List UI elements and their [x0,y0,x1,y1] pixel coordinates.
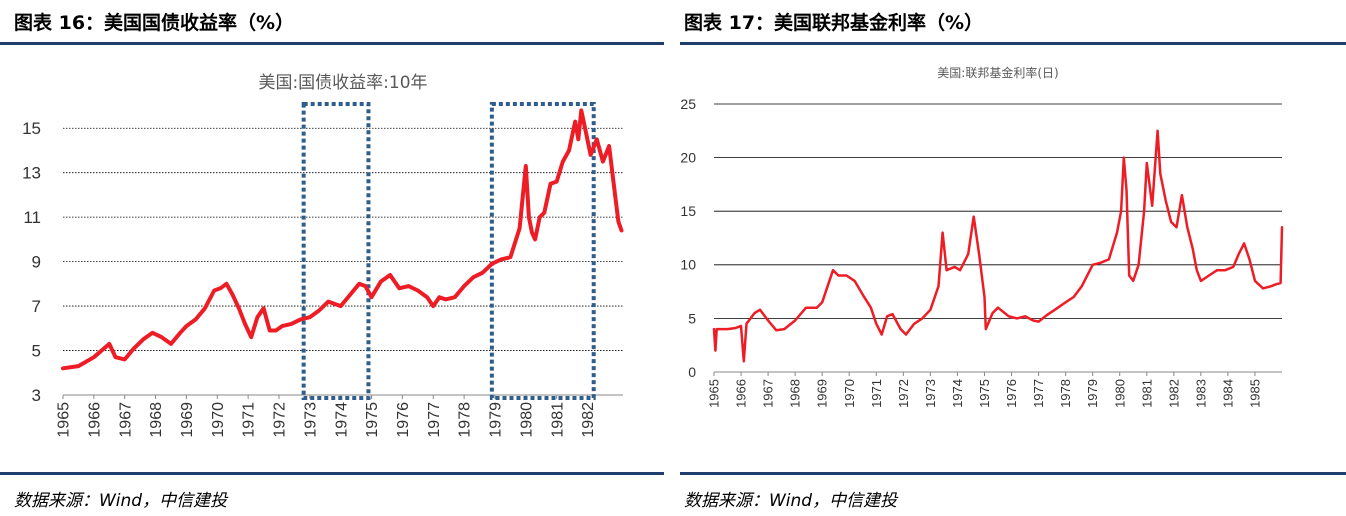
y-tick-label: 7 [32,297,41,316]
x-tick-label: 1971 [869,379,884,408]
y-tick-label: 20 [680,150,696,166]
x-tick-label: 1966 [734,379,749,408]
x-tick-label: 1981 [1139,379,1154,408]
x-tick-label: 1965 [707,379,722,408]
highlight-box [301,102,371,400]
fed-funds-rate-chart: 美国:联邦基金利率(日) 0 5 10 15 20 25 1965 1966 1967 1968 19… [680,65,1284,408]
x-tick-label: 1981 [549,402,566,438]
x-tick-label: 1973 [923,379,938,408]
x-tick-label: 1979 [1085,379,1100,408]
x-tick-label: 1983 [1193,379,1208,408]
y-tick-label: 9 [32,253,41,272]
x-tick-label: 1969 [179,402,196,438]
x-tick-label: 1969 [815,379,830,408]
left-figure-panel: 图表 16：美国国债收益率（%） 美国:国债收益率:10年 3 5 7 9 11 13 15 1… [0,0,672,516]
x-tick-label: 1973 [302,402,319,438]
x-tick-label: 1982 [580,402,597,438]
y-tick-label: 5 [32,341,41,360]
x-tick-label: 1972 [272,402,289,438]
x-tick-label: 1978 [457,402,474,438]
x-tick-label: 1985 [1248,379,1263,408]
right-figure-title: 图表 17：美国联邦基金利率（%） [684,12,984,34]
x-tick-label: 1968 [148,402,165,438]
left-figure-title: 图表 16：美国国债收益率（%） [14,12,295,34]
series-line [61,108,624,371]
x-tick-label: 1979 [488,402,505,438]
right-top-divider [680,42,1346,45]
x-tick-label: 1965 [56,402,73,438]
left-data-source: 数据来源：Wind，中信建投 [14,491,228,511]
x-tick-label: 1974 [950,379,965,408]
y-tick-label: 3 [32,386,41,405]
x-tick-label: 1970 [842,379,857,408]
right-bottom-divider [680,472,1346,475]
x-tick-label: 1968 [788,379,803,408]
right-figure-panel: 图表 17：美国联邦基金利率（%） 美国:联邦基金利率(日) 0 5 10 15 20 25… [672,0,1346,516]
x-tick-label: 1966 [86,402,103,438]
x-tick-label: 1978 [1058,379,1073,408]
x-tick-label: 1971 [241,402,258,438]
x-tick-label: 1977 [426,402,443,438]
x-tick-label: 1967 [117,402,134,438]
x-tick-label: 1975 [977,379,992,408]
x-tick-label: 1977 [1031,379,1046,408]
left-top-divider [0,42,664,45]
x-tick-label: 1975 [364,402,381,438]
series-line [712,129,1284,363]
y-tick-label: 13 [22,164,41,183]
x-tick-label: 1976 [395,402,412,438]
x-tick-label: 1976 [1004,379,1019,408]
x-tick-label: 1970 [210,402,227,438]
x-tick-label: 1972 [896,379,911,408]
y-tick-label: 5 [688,310,696,326]
chart-title: 美国:联邦基金利率(日) [937,65,1058,80]
y-tick-label: 25 [680,96,696,112]
y-tick-label: 0 [688,364,696,380]
treasury-yield-chart: 美国:国债收益率:10年 3 5 7 9 11 13 15 1965 1966 1967 1968 19… [22,73,624,438]
chart-title: 美国:国债收益率:10年 [258,73,427,93]
y-tick-label: 15 [22,119,41,138]
x-tick-label: 1980 [1112,379,1127,408]
x-tick-label: 1980 [518,402,535,438]
x-tick-label: 1974 [333,402,350,438]
x-tick-label: 1967 [761,379,776,408]
x-tick-label: 1984 [1220,379,1235,408]
y-tick-label: 11 [23,208,41,227]
left-bottom-divider [0,472,664,475]
y-tick-label: 10 [680,257,696,273]
right-data-source: 数据来源：Wind，中信建投 [684,491,898,511]
highlight-box [489,102,596,400]
x-tick-label: 1982 [1166,379,1181,408]
y-tick-label: 15 [680,203,696,219]
